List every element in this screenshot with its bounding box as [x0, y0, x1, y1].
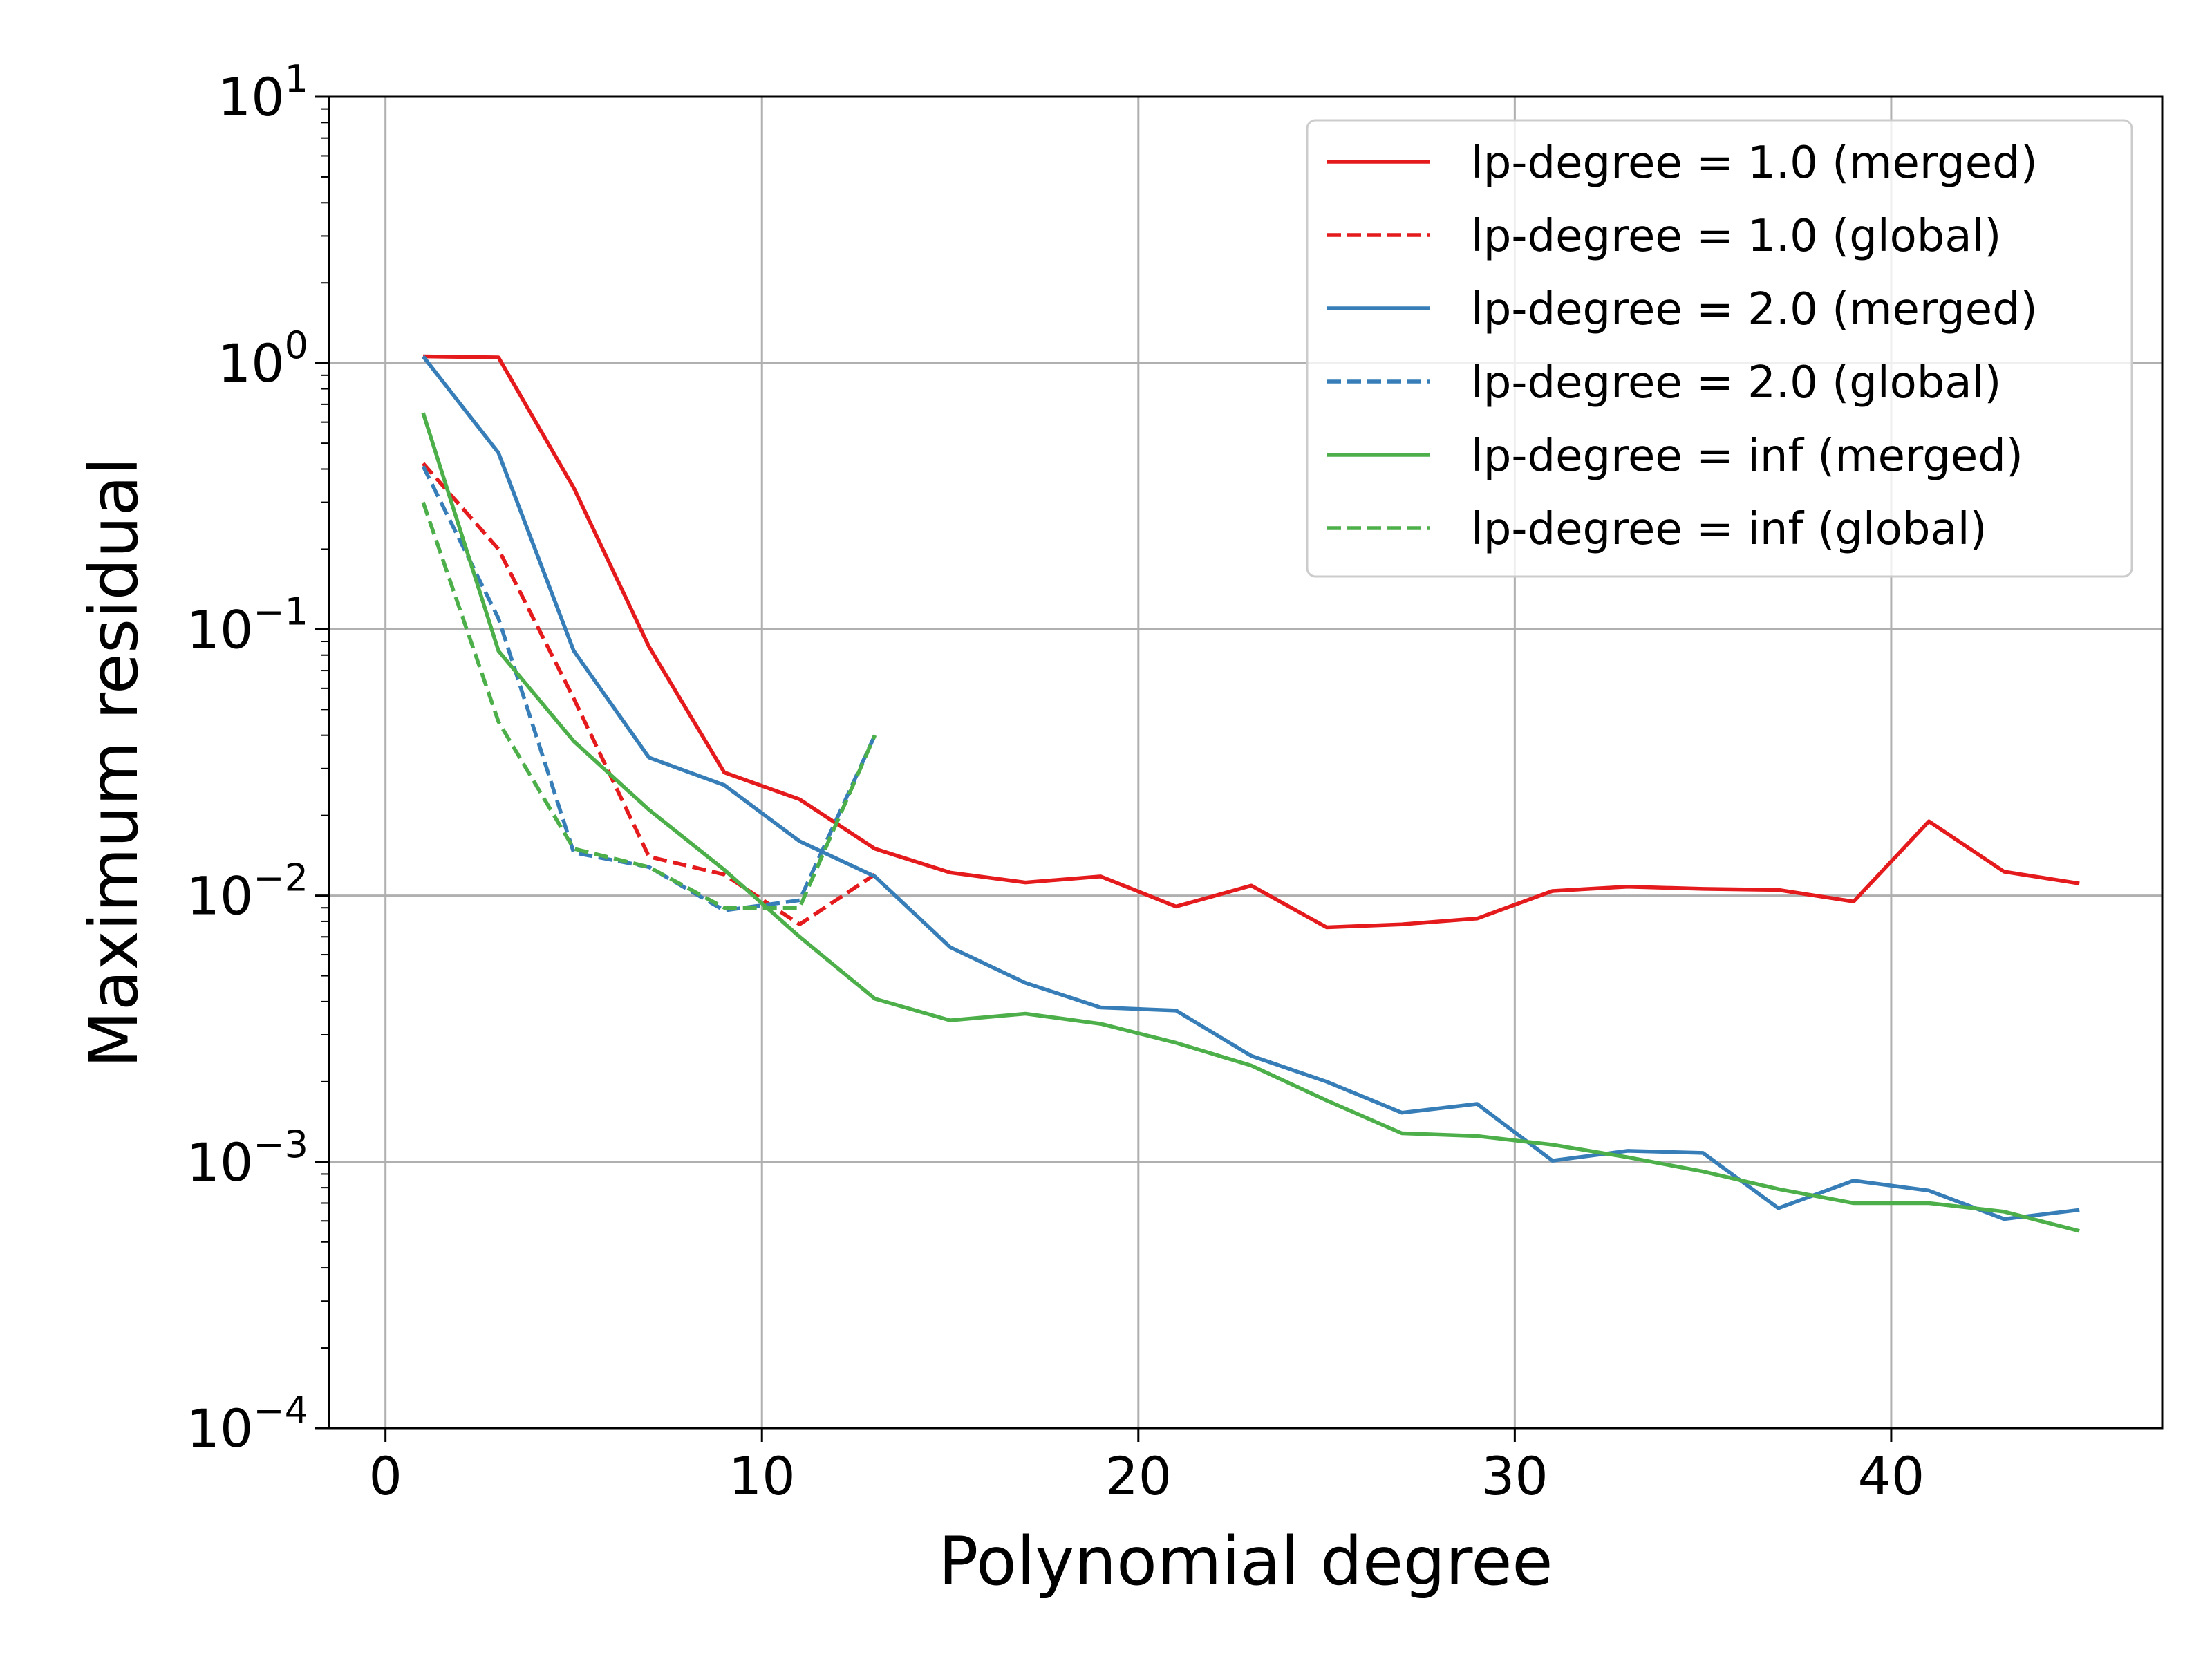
series-line-lp-degree-inf-global	[421, 501, 877, 910]
y-axis-label: Maximum residual	[75, 457, 153, 1068]
legend-label: lp-degree = inf (global)	[1471, 504, 1987, 555]
series-line-lp-degree-1-0-global	[422, 462, 877, 926]
x-axis-label: Polynomial degree	[939, 1523, 1553, 1600]
y-tick-label: 100	[218, 324, 308, 394]
legend-label: lp-degree = 2.0 (global)	[1471, 357, 2001, 409]
x-tick-label: 40	[1858, 1445, 1925, 1507]
series-line-lp-degree-inf-merged	[421, 412, 2080, 1233]
x-tick-label: 30	[1481, 1445, 1548, 1507]
y-tick-label: 10−2	[187, 856, 308, 927]
legend-label: lp-degree = inf (merged)	[1471, 431, 2023, 482]
legend-label: lp-degree = 1.0 (global)	[1471, 211, 2001, 262]
y-tick-label: 10−3	[187, 1123, 308, 1193]
x-tick-label: 0	[369, 1445, 402, 1507]
y-tick-label: 10−4	[187, 1389, 308, 1459]
series-line-lp-degree-1-0-merged	[423, 354, 2080, 930]
axis-ticks: 0 10 20 30 40 10−4 10−3 10−2 10−1 100 101	[187, 57, 1925, 1507]
series-line-lp-degree-2-0-global	[421, 465, 877, 912]
y-tick-label: 101	[218, 57, 308, 128]
x-tick-label: 20	[1105, 1445, 1172, 1507]
legend-box	[1306, 119, 2133, 578]
legend: lp-degree = 1.0 (merged) lp-degree = 1.0 …	[1306, 119, 2133, 578]
series-line-lp-degree-2-0-merged	[421, 355, 2080, 1221]
legend-label: lp-degree = 2.0 (merged)	[1471, 284, 2038, 335]
plot-frame	[328, 95, 2164, 1430]
plot-lines	[421, 354, 2080, 1233]
legend-label: lp-degree = 1.0 (merged)	[1471, 138, 2038, 189]
y-tick-label: 10−1	[187, 590, 308, 660]
x-tick-label: 10	[729, 1445, 796, 1507]
